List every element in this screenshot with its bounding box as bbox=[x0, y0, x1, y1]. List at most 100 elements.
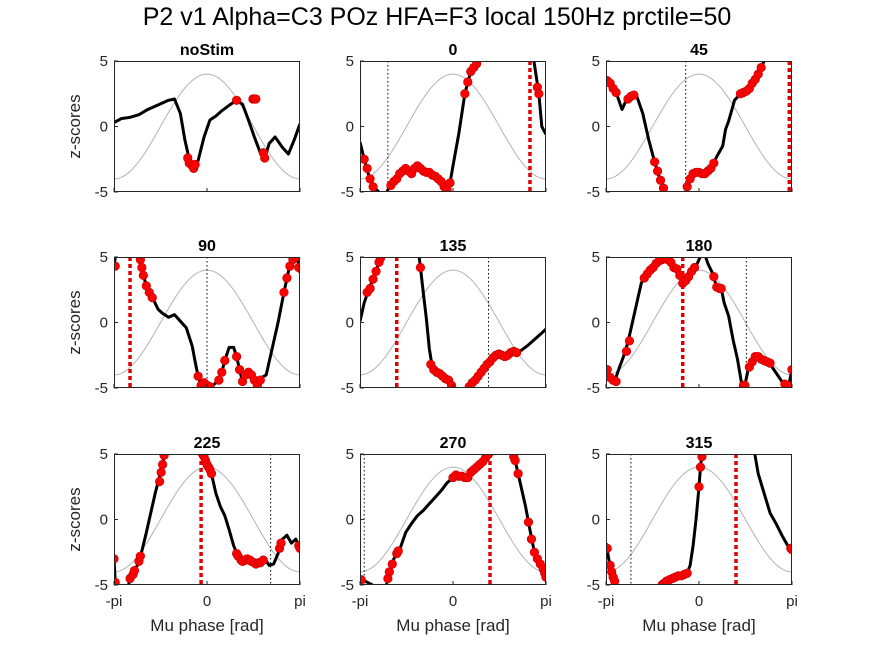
plot-content bbox=[114, 257, 300, 388]
y-tick-label: -5 bbox=[95, 577, 108, 594]
y-tick-label: -5 bbox=[587, 380, 600, 397]
y-tick-label: 5 bbox=[592, 249, 600, 266]
subplot-180: -5 0 5 180 bbox=[587, 238, 793, 397]
significant-point bbox=[649, 157, 660, 167]
significant-point bbox=[360, 575, 366, 585]
plot-content bbox=[114, 454, 300, 585]
x-tick-label: -pi bbox=[106, 593, 123, 610]
subplot-title: 135 bbox=[440, 238, 467, 255]
subplot-title: 225 bbox=[194, 435, 221, 452]
reference-cosine bbox=[606, 73, 792, 180]
subplot-title: 0 bbox=[449, 42, 458, 59]
significant-point bbox=[282, 273, 292, 283]
y-tick-label: 0 bbox=[592, 119, 600, 136]
significant-point bbox=[689, 262, 700, 273]
significant-point bbox=[446, 380, 457, 388]
y-tick-label: 5 bbox=[100, 249, 108, 266]
plot-content bbox=[360, 257, 546, 388]
significant-point bbox=[232, 95, 242, 105]
plot-area bbox=[360, 257, 546, 388]
x-tick-label: 0 bbox=[449, 593, 457, 610]
x-axis-label: Mu phase [rad] bbox=[150, 616, 263, 635]
significant-point bbox=[114, 261, 120, 271]
significant-point bbox=[658, 183, 669, 192]
significant-point bbox=[606, 543, 612, 553]
significant-point bbox=[510, 455, 520, 466]
significant-point bbox=[694, 482, 704, 492]
x-tick-label: -pi bbox=[598, 593, 615, 610]
significant-point bbox=[137, 262, 147, 273]
significant-point bbox=[460, 89, 470, 99]
significant-point bbox=[155, 476, 165, 487]
y-tick-label: 0 bbox=[346, 119, 354, 136]
subplot-noStim: -5 0 5 z-scores noStim bbox=[65, 42, 301, 201]
y-tick-label: -5 bbox=[95, 380, 108, 397]
subplot-title: 90 bbox=[198, 238, 216, 255]
significant-point bbox=[294, 262, 300, 273]
significant-point bbox=[156, 467, 166, 477]
plot-content bbox=[606, 454, 792, 585]
significant-point bbox=[217, 367, 227, 377]
significant-point bbox=[375, 257, 386, 263]
plot-content bbox=[606, 257, 792, 388]
significant-point bbox=[629, 90, 639, 100]
y-tick-label: 5 bbox=[100, 53, 108, 70]
significant-point bbox=[360, 154, 369, 164]
significant-point bbox=[276, 538, 286, 548]
y-axis-label: z-scores bbox=[65, 487, 84, 551]
y-tick-label: -5 bbox=[95, 184, 108, 201]
subplot-title: 270 bbox=[440, 435, 467, 452]
significant-point bbox=[260, 153, 270, 163]
y-axis-label: z-scores bbox=[65, 290, 84, 354]
significant-point bbox=[135, 257, 145, 265]
significant-point bbox=[513, 469, 523, 479]
plot-content bbox=[606, 61, 792, 192]
y-tick-label: 5 bbox=[592, 446, 600, 463]
significant-point bbox=[158, 459, 168, 470]
subplot-grid: -5 0 5 z-scores noStim -5 0 5 0 -5 0 5 45 -5 0 5 z-score… bbox=[65, 42, 798, 635]
significant-point bbox=[387, 559, 397, 569]
significant-point bbox=[159, 454, 169, 460]
subplot-270: -5 0 5 -pi 0 pi Mu phase [rad] 270 bbox=[341, 435, 552, 635]
significant-point bbox=[371, 266, 381, 277]
y-tick-label: 0 bbox=[592, 315, 600, 332]
significant-point bbox=[655, 175, 666, 185]
significant-point bbox=[147, 293, 157, 303]
significant-point bbox=[675, 270, 685, 280]
y-axis-label: z-scores bbox=[65, 94, 84, 158]
significant-point bbox=[362, 163, 372, 174]
plot-content bbox=[360, 454, 546, 585]
y-tick-label: -5 bbox=[587, 184, 600, 201]
significant-point bbox=[783, 380, 792, 388]
significant-point bbox=[534, 89, 544, 99]
subplot-title: 315 bbox=[686, 435, 713, 452]
significant-point bbox=[258, 555, 268, 565]
significant-point bbox=[220, 355, 230, 366]
significant-point bbox=[445, 178, 455, 188]
significant-point bbox=[472, 61, 482, 69]
significant-point bbox=[740, 380, 750, 388]
significant-point bbox=[415, 262, 426, 273]
subplot-0: -5 0 5 0 bbox=[341, 42, 547, 201]
significant-point bbox=[384, 567, 394, 577]
significant-point bbox=[652, 166, 663, 176]
significant-point bbox=[697, 454, 707, 462]
significant-point bbox=[709, 272, 719, 282]
significant-point bbox=[205, 382, 215, 388]
significant-point bbox=[624, 336, 635, 346]
significant-point bbox=[138, 270, 148, 280]
y-tick-label: -5 bbox=[341, 184, 354, 201]
x-tick-label: 0 bbox=[203, 593, 211, 610]
y-tick-label: 5 bbox=[100, 446, 108, 463]
significant-point bbox=[206, 469, 217, 479]
y-tick-label: 5 bbox=[346, 446, 354, 463]
significant-point bbox=[114, 577, 120, 585]
x-tick-label: pi bbox=[786, 593, 798, 610]
significant-point bbox=[526, 534, 537, 544]
subplot-90: -5 0 5 z-scores 90 bbox=[65, 238, 301, 397]
significant-point bbox=[365, 283, 375, 294]
x-tick-label: pi bbox=[540, 593, 552, 610]
significant-point bbox=[365, 174, 375, 184]
significant-point bbox=[765, 358, 775, 368]
